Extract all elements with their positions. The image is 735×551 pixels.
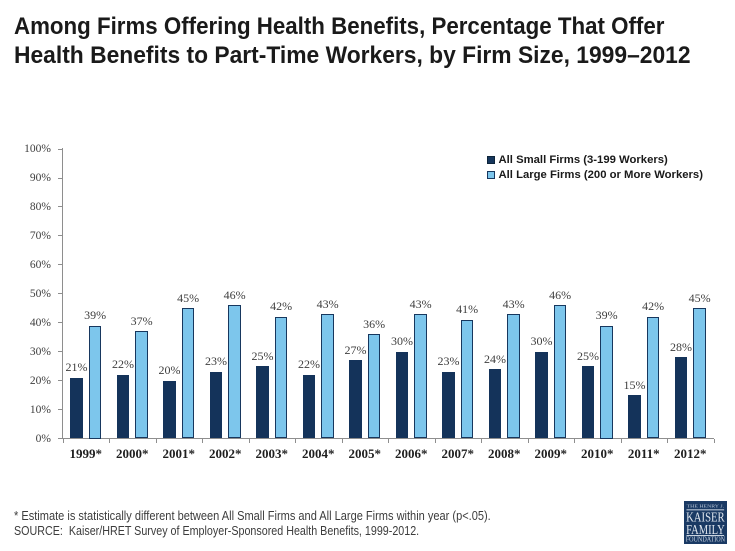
svg-text:FOUNDATION: FOUNDATION [686, 535, 726, 543]
svg-text:THE HENRY J.: THE HENRY J. [687, 503, 725, 508]
svg-text:FAMILY: FAMILY [686, 521, 725, 536]
svg-text:KAISER: KAISER [686, 509, 725, 524]
